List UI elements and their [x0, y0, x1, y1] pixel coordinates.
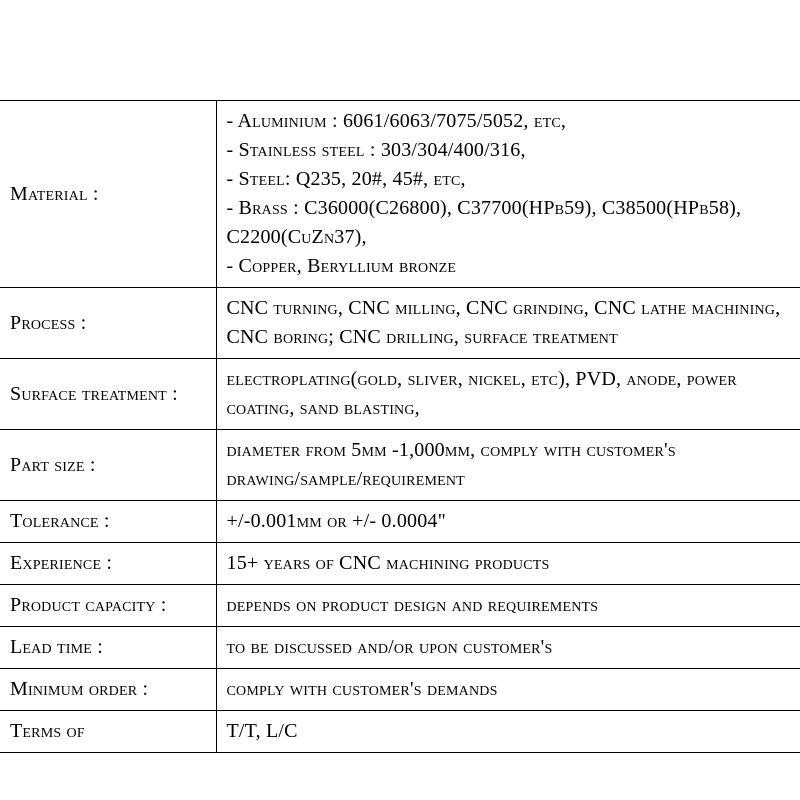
material-line: - Brass : C36000(C26800), C37700(HPb59),… [227, 194, 791, 252]
row-label: Part size : [0, 430, 216, 501]
row-label: Minimum order : [0, 669, 216, 711]
row-label: Experience : [0, 543, 216, 585]
table-row: Minimum order : comply with customer's d… [0, 669, 800, 711]
material-line: - Steel: Q235, 20#, 45#, etc, [227, 165, 791, 194]
row-label: Terms of [0, 711, 216, 753]
table-row: Lead time : to be discussed and/or upon … [0, 627, 800, 669]
row-value: T/T, L/C [216, 711, 800, 753]
row-label: Process : [0, 288, 216, 359]
table-row: Tolerance : +/-0.001mm or +/- 0.0004" [0, 501, 800, 543]
row-value: comply with customer's demands [216, 669, 800, 711]
row-value: +/-0.001mm or +/- 0.0004" [216, 501, 800, 543]
table-row: Product capacity : depends on product de… [0, 585, 800, 627]
table-row: Process : CNC turning, CNC milling, CNC … [0, 288, 800, 359]
material-lines: - Aluminium : 6061/6063/7075/5052, etc, … [227, 107, 791, 281]
material-line: - Copper, Beryllium bronze [227, 252, 791, 281]
table-row: Part size : diameter from 5mm -1,000mm, … [0, 430, 800, 501]
row-value: 15+ years of CNC machining products [216, 543, 800, 585]
material-line: - Aluminium : 6061/6063/7075/5052, etc, [227, 107, 791, 136]
table-row: Terms of T/T, L/C [0, 711, 800, 753]
row-label: Material : [0, 101, 216, 288]
row-value: to be discussed and/or upon customer's [216, 627, 800, 669]
table-row: Experience : 15+ years of CNC machining … [0, 543, 800, 585]
row-label: Surface treatment : [0, 359, 216, 430]
row-value: electroplating(gold, sliver, nickel, etc… [216, 359, 800, 430]
row-value: - Aluminium : 6061/6063/7075/5052, etc, … [216, 101, 800, 288]
top-spacer [0, 0, 800, 100]
row-value: diameter from 5mm -1,000mm, comply with … [216, 430, 800, 501]
row-value: CNC turning, CNC milling, CNC grinding, … [216, 288, 800, 359]
row-label: Product capacity : [0, 585, 216, 627]
spec-table-body: Material : - Aluminium : 6061/6063/7075/… [0, 101, 800, 753]
spec-table: Material : - Aluminium : 6061/6063/7075/… [0, 100, 800, 753]
table-row: Material : - Aluminium : 6061/6063/7075/… [0, 101, 800, 288]
material-line: - Stainless steel : 303/304/400/316, [227, 136, 791, 165]
table-row: Surface treatment : electroplating(gold,… [0, 359, 800, 430]
row-label: Tolerance : [0, 501, 216, 543]
row-value: depends on product design and requiremen… [216, 585, 800, 627]
row-label: Lead time : [0, 627, 216, 669]
